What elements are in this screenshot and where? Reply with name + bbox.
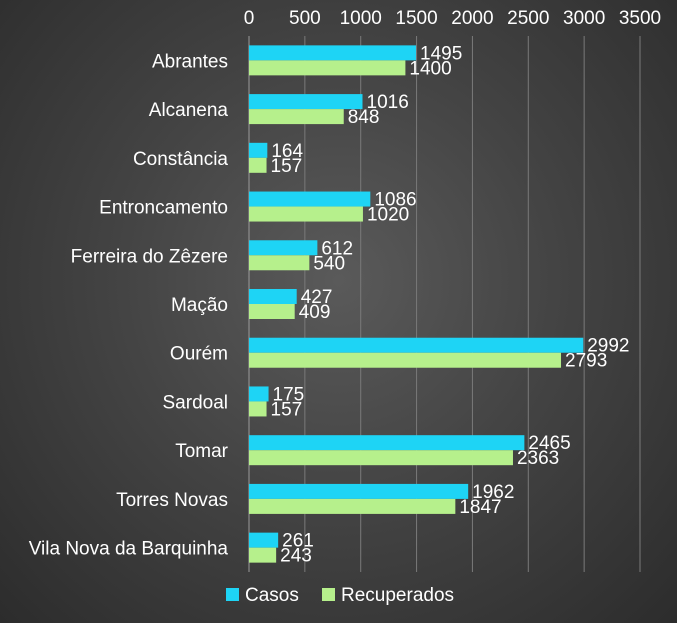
data-label: 2363: [517, 448, 559, 469]
data-label: 1962: [472, 482, 514, 503]
x-tick-label: 0: [244, 8, 255, 29]
category-label: Constância: [133, 149, 228, 170]
data-label: 612: [321, 238, 353, 259]
bar-recuperados: [249, 304, 295, 319]
bar-recuperados: [249, 547, 277, 563]
bar-casos: [249, 240, 318, 256]
data-label: 243: [280, 546, 312, 567]
data-label: 409: [299, 302, 331, 323]
data-label: 2992: [587, 336, 629, 357]
x-tick-label: 3500: [619, 8, 661, 29]
data-label: 1020: [367, 205, 409, 226]
legend-swatch-recuperados: [322, 588, 335, 601]
x-axis-ticks: 0 500 1000 1500 2000 2500 3000 3500: [244, 8, 661, 29]
category-label: Sardoal: [163, 392, 229, 413]
data-label: 1847: [459, 497, 501, 518]
legend: Casos Recuperados: [226, 585, 454, 606]
bar-recuperados: [249, 450, 513, 466]
data-label: 164: [271, 141, 303, 162]
bar-casos: [249, 191, 371, 207]
x-tick-label: 1000: [340, 8, 382, 29]
bar-casos: [249, 532, 279, 548]
data-label: 175: [273, 384, 305, 405]
bar-casos: [249, 435, 525, 451]
data-label: 2465: [528, 433, 570, 454]
bar-casos: [249, 142, 268, 158]
category-label: Vila Nova da Barquinha: [29, 539, 229, 560]
data-label: 261: [282, 531, 314, 552]
bar-recuperados: [249, 498, 456, 514]
category-labels: Abrantes Alcanena Constância Entroncamento F…: [29, 51, 229, 559]
category-label: Mação: [171, 295, 228, 316]
bar-casos: [249, 45, 417, 61]
bar-casos: [249, 94, 363, 110]
data-label: 157: [271, 399, 303, 420]
data-label: 157: [271, 156, 303, 177]
legend-label: Recuperados: [341, 585, 454, 606]
legend-swatch-casos: [226, 588, 239, 601]
category-label: Ourém: [170, 344, 228, 365]
data-label: 427: [301, 287, 333, 308]
x-tick-label: 3000: [563, 8, 605, 29]
data-label: 1400: [409, 58, 451, 79]
data-label: 1086: [374, 190, 416, 211]
data-label: 2793: [565, 351, 607, 372]
bar-casos: [249, 483, 469, 499]
data-label: 1495: [420, 43, 462, 64]
category-label: Ferreira do Zêzere: [71, 246, 228, 267]
bar-recuperados: [249, 401, 267, 417]
data-labels: 1495140010168481641571086102061254042740…: [271, 43, 630, 566]
bar-recuperados: [249, 109, 344, 125]
bar-recuperados: [249, 206, 363, 222]
bar-recuperados: [249, 255, 310, 271]
data-label: 540: [313, 253, 345, 274]
category-label: Torres Novas: [116, 490, 228, 511]
category-label: Alcanena: [149, 100, 229, 121]
bars: [249, 45, 584, 563]
category-label: Abrantes: [152, 51, 228, 72]
category-label: Entroncamento: [99, 198, 228, 219]
bar-recuperados: [249, 352, 562, 368]
x-tick-label: 1500: [395, 8, 437, 29]
bar-casos: [249, 386, 269, 402]
gridlines: [248, 36, 641, 572]
x-tick-label: 2000: [451, 8, 493, 29]
data-label: 1016: [367, 92, 409, 113]
x-tick-label: 2500: [507, 8, 549, 29]
category-label: Tomar: [175, 441, 228, 462]
legend-label: Casos: [245, 585, 299, 606]
bar-recuperados: [249, 60, 406, 76]
data-label: 848: [348, 107, 380, 128]
bar-recuperados: [249, 157, 267, 173]
x-tick-label: 500: [289, 8, 321, 29]
bar-casos: [249, 289, 297, 304]
bar-casos: [249, 337, 584, 353]
